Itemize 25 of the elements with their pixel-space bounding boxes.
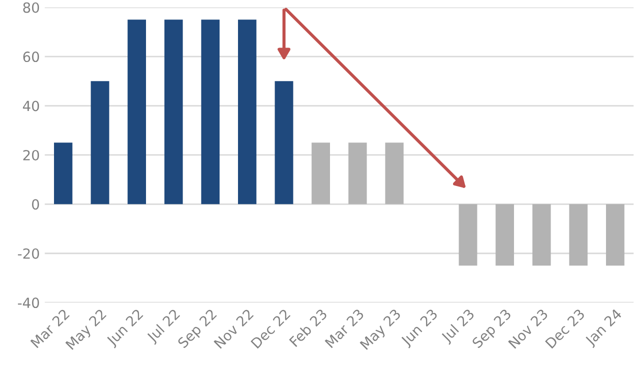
y-tick-label: 20 (23, 150, 40, 160)
y-tick-label: -40 (18, 298, 40, 308)
bar (385, 142, 404, 204)
bar (90, 81, 110, 204)
bar (238, 20, 256, 204)
bar (274, 81, 294, 204)
y-tick-label: 40 (22, 100, 40, 112)
x-tick-label: Jan 24 (584, 308, 624, 348)
y-tick-label: 0 (32, 199, 40, 210)
x-tick-label: Jun 22 (106, 308, 146, 348)
bar (496, 204, 514, 266)
y-tick-label: 80 (23, 2, 40, 13)
bar (348, 142, 367, 204)
bar (164, 20, 183, 204)
bar (201, 20, 220, 204)
bar (458, 204, 478, 266)
y-tick-label: 60 (23, 52, 40, 62)
y-tick-label: -20 (18, 248, 40, 259)
bar (532, 204, 551, 266)
bar (128, 20, 146, 204)
bar (54, 142, 72, 204)
x-tick-label: Jun 23 (400, 308, 440, 348)
bar (312, 142, 330, 204)
bar (569, 204, 588, 266)
bar (606, 204, 624, 266)
